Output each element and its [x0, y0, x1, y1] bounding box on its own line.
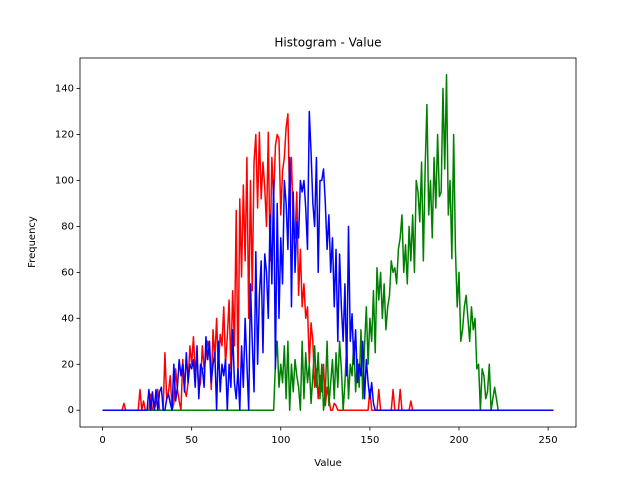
x-tick-label: 100 [271, 435, 290, 446]
x-tick-label: 150 [360, 435, 379, 446]
y-tick-label: 80 [61, 221, 74, 232]
x-axis-label: Value [314, 458, 341, 469]
y-tick-label: 100 [55, 175, 74, 186]
x-tick-label: 0 [99, 435, 105, 446]
y-tick-label: 120 [55, 130, 74, 141]
y-tick-label: 60 [61, 267, 74, 278]
chart-title: Histogram - Value [274, 36, 381, 50]
x-tick-label: 50 [185, 435, 198, 446]
series-line [102, 74, 554, 411]
axes-frame [79, 57, 577, 428]
x-tick-label: 200 [449, 435, 468, 446]
y-tick-label: 40 [61, 313, 74, 324]
y-tick-label: 0 [68, 405, 74, 416]
y-axis-label: Frequency [27, 216, 38, 268]
series-line [102, 110, 554, 411]
y-tick-label: 20 [61, 359, 74, 370]
y-tick-label: 140 [55, 84, 74, 95]
x-tick-label: 250 [539, 435, 558, 446]
